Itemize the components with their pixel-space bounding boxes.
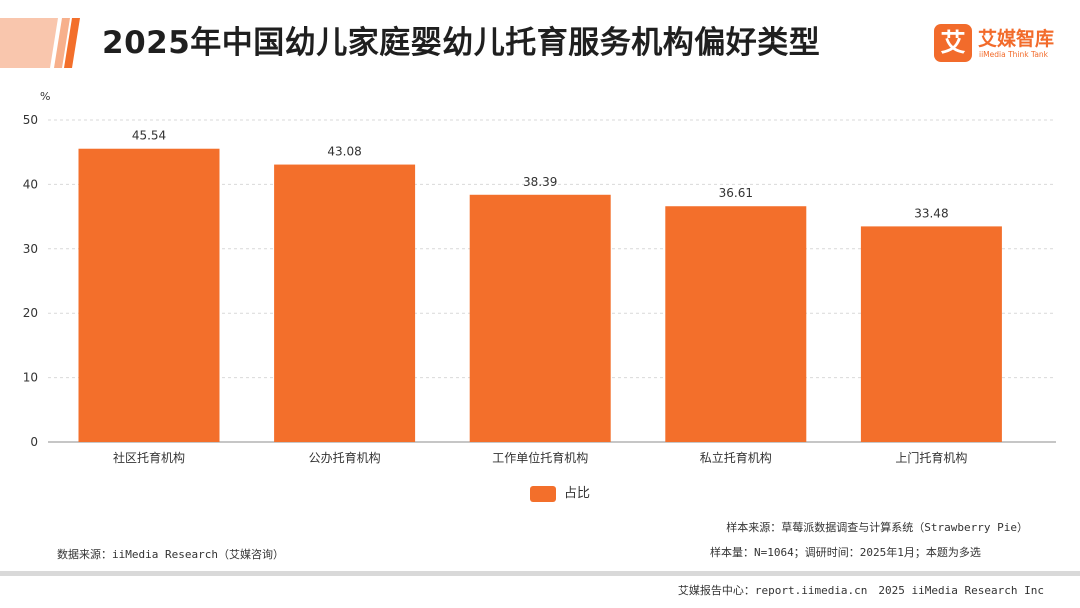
x-tick-label: 工作单位托育机构 <box>492 450 588 465</box>
y-tick-label: 40 <box>23 177 38 191</box>
y-tick-label: 10 <box>23 371 38 385</box>
sample-source-note: 样本来源：草莓派数据调查与计算系统（Strawberry Pie） <box>726 521 1028 534</box>
legend-label: 占比 <box>564 486 591 501</box>
logo-name: 艾媒智库 <box>978 28 1055 50</box>
y-tick-label: 20 <box>23 306 38 320</box>
x-tick-label: 社区托育机构 <box>113 450 185 465</box>
logo-subtitle: iiMedia Think Tank <box>979 50 1049 59</box>
data-label: 45.54 <box>132 129 166 143</box>
data-label: 38.39 <box>523 175 557 189</box>
data-label: 43.08 <box>327 145 361 159</box>
x-tick-label: 上门托育机构 <box>895 450 967 465</box>
data-label: 36.61 <box>719 186 753 200</box>
legend-swatch <box>530 486 556 502</box>
bar <box>469 194 611 442</box>
data-label: 33.48 <box>914 206 948 220</box>
y-tick-label: 50 <box>23 113 38 127</box>
header-stripes-decoration <box>0 18 80 68</box>
y-tick-label: 30 <box>23 242 38 256</box>
y-unit-label: % <box>40 90 50 103</box>
bar <box>274 164 416 442</box>
x-tick-label: 公办托育机构 <box>309 450 381 465</box>
footer-text: 艾媒报告中心：report.iimedia.cn 2025 iiMedia Re… <box>677 584 1044 597</box>
logo-mark-icon: 艾 <box>934 24 972 62</box>
x-tick-label: 私立托育机构 <box>700 450 772 465</box>
brand-logo: 艾 艾媒智库 iiMedia Think Tank <box>934 22 1074 68</box>
sample-size-note: 样本量：N=1064；调研时间：2025年1月；本题为多选 <box>710 546 981 559</box>
y-tick-label: 0 <box>30 435 38 449</box>
footer-divider <box>0 571 1080 576</box>
page-title: 2025年中国幼儿家庭婴幼儿托育服务机构偏好类型 <box>102 25 821 61</box>
bar <box>78 148 220 442</box>
bar <box>665 206 807 442</box>
data-source-note: 数据来源：iiMedia Research（艾媒咨询） <box>57 548 284 561</box>
bar <box>860 226 1002 442</box>
